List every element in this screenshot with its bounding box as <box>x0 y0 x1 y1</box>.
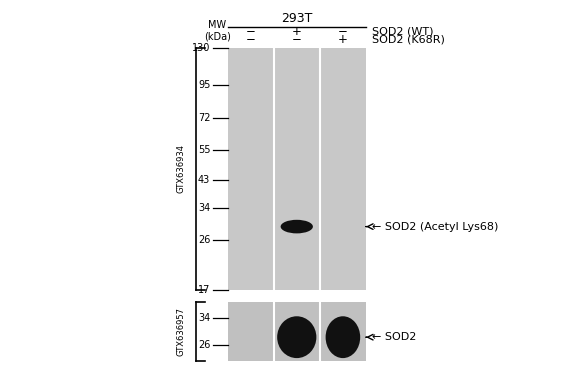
Text: SOD2 (WT): SOD2 (WT) <box>372 27 433 37</box>
Bar <box>228 302 366 361</box>
Text: −: − <box>338 25 348 38</box>
Text: 34: 34 <box>198 203 210 213</box>
Text: GTX636957: GTX636957 <box>177 307 186 356</box>
Text: +: + <box>292 25 301 38</box>
Text: SOD2 (K68R): SOD2 (K68R) <box>372 34 445 44</box>
Text: 130: 130 <box>192 42 210 53</box>
Text: GTX636934: GTX636934 <box>177 144 186 193</box>
Text: −: − <box>292 33 301 46</box>
Text: 43: 43 <box>198 175 210 185</box>
Ellipse shape <box>325 316 360 358</box>
Text: 72: 72 <box>198 113 210 123</box>
Text: 55: 55 <box>198 145 210 155</box>
Bar <box>228 48 366 290</box>
Ellipse shape <box>281 220 313 233</box>
Text: ← SOD2 (Acetyl Lys68): ← SOD2 (Acetyl Lys68) <box>366 222 498 232</box>
Text: 26: 26 <box>198 340 210 349</box>
Text: ← SOD2: ← SOD2 <box>366 332 416 342</box>
Text: 26: 26 <box>198 235 210 244</box>
Text: 17: 17 <box>198 285 210 295</box>
Text: 34: 34 <box>198 313 210 323</box>
Text: −: − <box>246 33 255 46</box>
Text: MW
(kDa): MW (kDa) <box>204 20 231 42</box>
Ellipse shape <box>277 316 317 358</box>
Text: −: − <box>246 25 255 38</box>
Text: 95: 95 <box>198 80 210 90</box>
Text: +: + <box>338 33 348 46</box>
Text: 293T: 293T <box>281 12 313 25</box>
